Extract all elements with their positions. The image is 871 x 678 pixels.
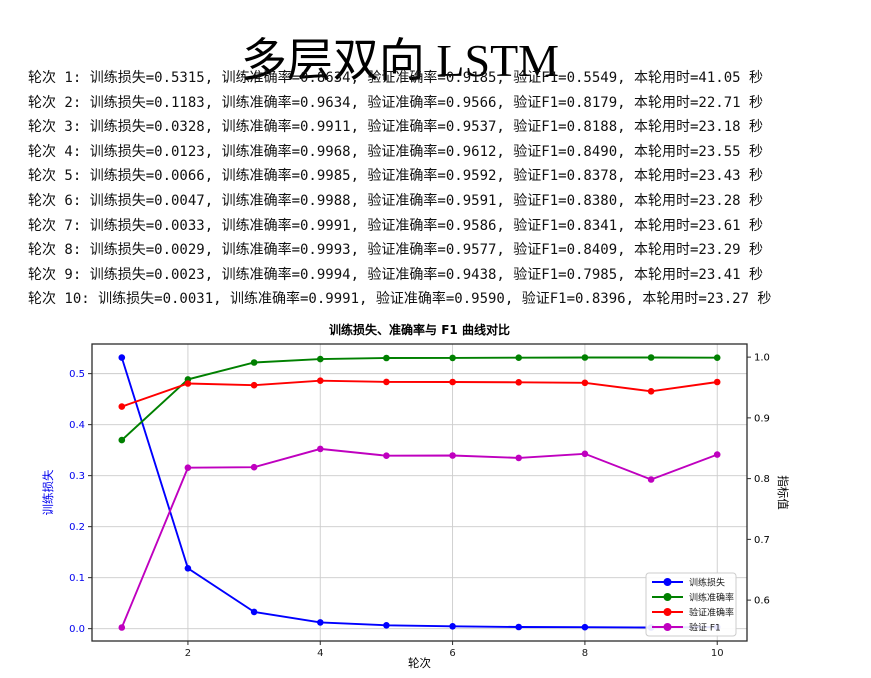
x-tick-label-6: 6 bbox=[449, 648, 455, 659]
legend-box bbox=[645, 572, 737, 637]
val-accuracy-line bbox=[121, 379, 718, 408]
val-f1-marker-epoch-6 bbox=[449, 452, 456, 459]
val-accuracy-marker-epoch-5 bbox=[383, 378, 390, 386]
log-line-epoch-4: 轮次 4: 训练损失=0.0123, 训练准确率=0.9968, 验证准确率=0… bbox=[28, 143, 764, 160]
legend-item-val-accuracy-marker bbox=[663, 608, 672, 616]
train-loss-line bbox=[120, 357, 718, 629]
train-loss-marker-epoch-2 bbox=[184, 565, 192, 572]
legend-item-train-loss-marker bbox=[663, 578, 672, 586]
left-tick-label-0.1: 0.1 bbox=[69, 573, 85, 584]
log-line-epoch-5: 轮次 5: 训练损失=0.0066, 训练准确率=0.9985, 验证准确率=0… bbox=[28, 168, 764, 185]
log-line-epoch-6: 轮次 6: 训练损失=0.0047, 训练准确率=0.9988, 验证准确率=0… bbox=[28, 192, 764, 209]
train-accuracy-marker-epoch-6 bbox=[449, 354, 456, 362]
train-loss-marker-epoch-1 bbox=[118, 354, 126, 361]
training-log: 轮次 1: 训练损失=0.5315, 训练准确率=0.8634, 验证准确率=0… bbox=[28, 66, 771, 312]
metrics-chart: 2 4 6 8 10 0.0 0.1 0.2 0.3 0.4 0.5 0.6 0.7 0.8 0.9 1.0 训… bbox=[0, 312, 871, 674]
val-f1-marker-epoch-4 bbox=[317, 445, 324, 453]
right-y-axis-label: 指标值 bbox=[776, 475, 790, 510]
train-accuracy-marker-epoch-10 bbox=[713, 354, 721, 361]
train-accuracy-marker-epoch-9 bbox=[647, 354, 655, 361]
val-accuracy-marker-epoch-4 bbox=[317, 377, 324, 384]
right-tick-label-0.9: 0.9 bbox=[754, 413, 770, 424]
x-tick-label-10: 10 bbox=[711, 648, 724, 659]
val-f1-marker-epoch-7 bbox=[515, 454, 522, 462]
log-line-epoch-10: 轮次 10: 训练损失=0.0031, 训练准确率=0.9991, 验证准确率=… bbox=[28, 291, 772, 308]
val-f1-marker-epoch-5 bbox=[383, 452, 390, 459]
left-tick-label-0.3: 0.3 bbox=[69, 471, 85, 482]
val-accuracy-marker-epoch-10 bbox=[713, 378, 721, 386]
val-accuracy-marker-epoch-1 bbox=[118, 403, 126, 410]
val-f1-line bbox=[120, 447, 718, 628]
page-title: 多层双向 LSTM bbox=[240, 34, 560, 86]
x-tick-label-2: 2 bbox=[185, 648, 191, 659]
left-tick-label-0.4: 0.4 bbox=[69, 420, 85, 431]
plot-border bbox=[91, 343, 748, 642]
train-accuracy-marker-epoch-7 bbox=[515, 354, 522, 361]
left-tick-label-0.0: 0.0 bbox=[69, 624, 85, 635]
x-tick-label-8: 8 bbox=[582, 648, 588, 659]
train-loss-marker-epoch-5 bbox=[383, 622, 390, 629]
train-accuracy-marker-epoch-4 bbox=[317, 355, 324, 363]
chart-title: 训练损失、准确率与 F1 曲线对比 bbox=[329, 322, 510, 337]
log-line-epoch-1: 轮次 1: 训练损失=0.5315, 训练准确率=0.8634, 验证准确率=0… bbox=[28, 70, 764, 86]
left-tick-label-0.5: 0.5 bbox=[69, 369, 85, 380]
legend-item-train-accuracy-label: 训练准确率 bbox=[689, 591, 734, 603]
train-loss-marker-epoch-8 bbox=[581, 623, 589, 631]
train-accuracy-marker-epoch-8 bbox=[581, 354, 589, 361]
legend-item-val-accuracy-label: 验证准确率 bbox=[689, 606, 734, 618]
log-line-epoch-8: 轮次 8: 训练损失=0.0029, 训练准确率=0.9993, 验证准确率=0… bbox=[28, 242, 764, 259]
left-tick-label-0.2: 0.2 bbox=[69, 522, 85, 533]
train-loss-marker-epoch-3 bbox=[250, 608, 258, 616]
left-y-axis-label: 训练损失 bbox=[41, 469, 55, 515]
metrics-chart-svg: 2 4 6 8 10 0.0 0.1 0.2 0.3 0.4 0.5 0.6 0.7 0.8 0.9 1.0 训… bbox=[41, 322, 790, 670]
x-tick-label-4: 4 bbox=[317, 648, 323, 659]
val-f1-marker-epoch-10 bbox=[713, 451, 721, 458]
train-loss-marker-epoch-6 bbox=[449, 623, 456, 630]
train-accuracy-line bbox=[121, 356, 718, 441]
val-accuracy-marker-epoch-9 bbox=[647, 388, 655, 395]
legend-item-train-loss-label: 训练损失 bbox=[689, 576, 725, 588]
val-accuracy-marker-epoch-2 bbox=[184, 380, 192, 387]
val-accuracy-marker-epoch-8 bbox=[581, 379, 589, 387]
val-f1-marker-epoch-2 bbox=[184, 464, 192, 471]
train-accuracy-marker-epoch-3 bbox=[250, 359, 258, 366]
val-accuracy-marker-epoch-6 bbox=[449, 378, 456, 386]
log-line-epoch-3: 轮次 3: 训练损失=0.0328, 训练准确率=0.9911, 验证准确率=0… bbox=[28, 119, 764, 136]
val-f1-marker-epoch-9 bbox=[647, 476, 655, 483]
right-tick-label-0.6: 0.6 bbox=[754, 596, 770, 607]
val-f1-marker-epoch-8 bbox=[581, 450, 589, 458]
val-accuracy-marker-epoch-7 bbox=[515, 379, 522, 386]
train-loss-marker-epoch-4 bbox=[317, 619, 324, 626]
train-loss-marker-epoch-7 bbox=[515, 623, 522, 631]
log-line-epoch-7: 轮次 7: 训练损失=0.0033, 训练准确率=0.9991, 验证准确率=0… bbox=[28, 217, 764, 234]
val-f1-marker-epoch-1 bbox=[118, 624, 126, 631]
legend-item-val-f1-label: 验证 F1 bbox=[689, 621, 721, 633]
right-tick-label-1.0: 1.0 bbox=[754, 353, 770, 364]
val-accuracy-marker-epoch-3 bbox=[250, 381, 258, 389]
log-line-epoch-2: 轮次 2: 训练损失=0.1183, 训练准确率=0.9634, 验证准确率=0… bbox=[28, 94, 764, 111]
legend-item-val-f1-marker bbox=[663, 623, 672, 631]
right-tick-label-0.8: 0.8 bbox=[754, 474, 770, 485]
train-accuracy-marker-epoch-1 bbox=[118, 436, 126, 444]
log-line-epoch-9: 轮次 9: 训练损失=0.0023, 训练准确率=0.9994, 验证准确率=0… bbox=[28, 266, 764, 283]
legend-item-train-accuracy-marker bbox=[663, 593, 672, 601]
x-axis-label: 轮次 bbox=[408, 656, 431, 670]
val-f1-marker-epoch-3 bbox=[250, 463, 258, 471]
right-tick-label-0.7: 0.7 bbox=[754, 535, 770, 546]
train-accuracy-marker-epoch-5 bbox=[383, 354, 390, 362]
